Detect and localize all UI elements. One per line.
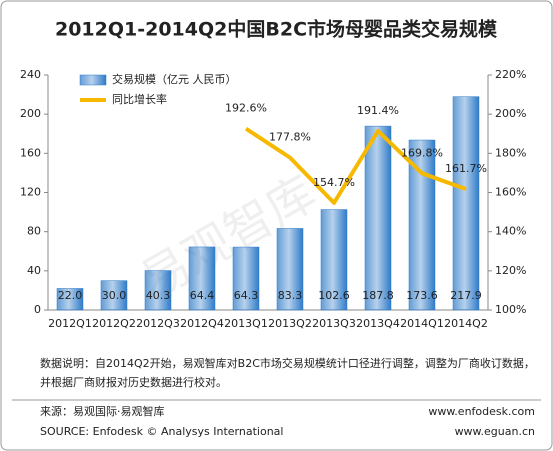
- line: [244, 126, 467, 205]
- bar: [144, 270, 172, 311]
- source-en: SOURCE: Enfodesk © Analysys Internationa…: [40, 425, 283, 438]
- y2-tick-label: 200%: [495, 107, 526, 120]
- site: www.enfodesk.com: [428, 405, 535, 418]
- y-tick-label: 80: [27, 225, 41, 238]
- x-tick-label: 2013Q2: [268, 317, 312, 330]
- bar-label: 102.6: [318, 289, 350, 302]
- x-tick-label: 2013Q3: [312, 317, 356, 330]
- line-label: 177.8%: [269, 131, 311, 144]
- line-label: 154.7%: [313, 176, 355, 189]
- y2-tick-label: 160%: [495, 186, 526, 199]
- y-tick-label: 120: [20, 186, 41, 199]
- bar-label: 83.3: [278, 289, 303, 302]
- note: 并根据厂商财报对历史数据进行校对。: [40, 375, 227, 389]
- bar: [452, 96, 480, 311]
- y2-tick-label: 140%: [495, 225, 526, 238]
- line-label: 169.8%: [401, 146, 443, 159]
- source: 来源：易观国际·易观智库: [40, 404, 165, 418]
- y-tick-label: 240: [20, 68, 41, 81]
- bar-label: 64.3: [234, 289, 259, 302]
- bar: [188, 246, 216, 311]
- y2-tick-label: 180%: [495, 146, 526, 159]
- bar: [276, 228, 304, 311]
- bar: [232, 246, 260, 311]
- y-tick-label: 160: [20, 146, 41, 159]
- chart-title: 2012Q1-2014Q2中国B2C市场母婴品类交易规模: [55, 18, 498, 41]
- x-tick-label: 2014Q1: [400, 317, 444, 330]
- note: 数据说明：自2014Q2开始，易观智库对B2C市场交易规模统计口径进行调整，调整…: [40, 356, 535, 370]
- bar-label: 173.6: [406, 289, 438, 302]
- x-tick-label: 2012Q1: [48, 317, 92, 330]
- y2-tick-label: 120%: [495, 264, 526, 277]
- legend-swatch: [79, 74, 107, 86]
- bar: [56, 288, 84, 311]
- bar-label: 64.4: [190, 289, 215, 302]
- bar: [408, 139, 436, 311]
- x-tick-label: 2012Q2: [92, 317, 136, 330]
- bar-label: 217.9: [450, 289, 482, 302]
- y-tick-label: 200: [20, 107, 41, 120]
- line-label: 191.4%: [357, 104, 399, 117]
- line-label: 161.7%: [445, 162, 487, 175]
- bar: [364, 125, 392, 311]
- x-tick-label: 2014Q2: [444, 317, 488, 330]
- bar-label: 22.0: [58, 289, 83, 302]
- bar-label: 187.8: [362, 289, 394, 302]
- legend-label: 同比增长率: [112, 92, 167, 106]
- y-tick-label: 0: [34, 303, 41, 316]
- bar-label: 30.0: [102, 289, 127, 302]
- bar: [320, 209, 348, 311]
- line-label: 192.6%: [225, 102, 267, 115]
- y2-tick-label: 100%: [495, 303, 526, 316]
- y-tick-label: 40: [27, 264, 41, 277]
- x-tick-label: 2012Q4: [180, 317, 224, 330]
- y2-tick-label: 220%: [495, 68, 526, 81]
- x-tick-label: 2013Q1: [224, 317, 268, 330]
- bar-label: 40.3: [146, 289, 171, 302]
- legend-label: 交易规模（亿元 人民币）: [112, 72, 237, 86]
- x-tick-label: 2012Q3: [136, 317, 180, 330]
- site: www.eguan.cn: [455, 425, 535, 438]
- bar: [100, 280, 128, 311]
- x-tick-label: 2013Q4: [356, 317, 400, 330]
